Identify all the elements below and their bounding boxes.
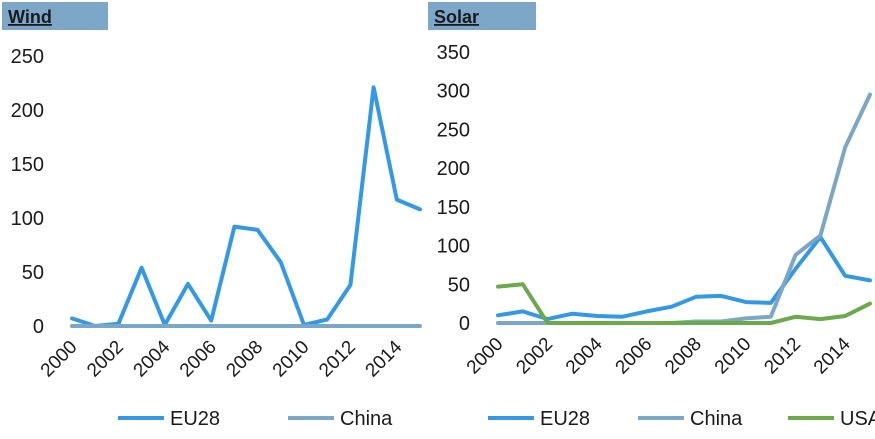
legend-label-usa: USA [840,408,875,430]
y-tick-label: 200 [11,100,44,122]
series-line-eu28 [70,85,422,328]
x-tick-label: 2004 [130,336,175,381]
y-tick-label: 100 [11,208,44,230]
series-line-usa [496,282,872,325]
y-tick-label: 150 [11,154,44,176]
x-tick-label: 2006 [612,334,657,379]
chart-title: Solar [434,7,479,27]
series-line-china [496,92,872,325]
x-tick-label: 2002 [512,334,557,379]
legend-label-china: China [690,408,743,430]
y-tick-label: 250 [11,46,44,68]
chart-title-box [428,2,536,30]
y-tick-label: 250 [437,119,470,141]
y-tick-label: 0 [33,316,44,338]
x-tick-label: 2012 [760,334,805,379]
x-tick-label: 2010 [711,334,756,379]
legend-label-eu28: EU28 [170,408,220,430]
x-tick-label: 2014 [810,333,855,378]
y-tick-label: 100 [437,236,470,258]
x-tick-label: 2006 [176,337,221,382]
y-tick-label: 150 [437,197,470,219]
x-tick-label: 2004 [562,333,607,378]
x-tick-label: 2002 [83,337,128,382]
y-tick-label: 50 [448,274,470,296]
x-tick-label: 2008 [661,334,706,379]
y-tick-label: 0 [459,313,470,335]
chart-title: Wind [8,7,52,27]
series-line-eu28 [496,235,872,322]
x-tick-label: 2010 [269,337,314,382]
x-tick-label: 2008 [222,337,267,382]
y-tick-label: 50 [22,262,44,284]
x-tick-label: 2000 [37,337,82,382]
legend-label-china: China [340,408,393,430]
legend-label-eu28: EU28 [540,408,590,430]
y-tick-label: 300 [437,81,470,103]
chart-title-box [2,2,108,30]
y-tick-label: 200 [437,158,470,180]
x-tick-label: 2014 [362,336,407,381]
y-tick-label: 350 [437,42,470,64]
x-tick-label: 2000 [463,334,508,379]
x-tick-label: 2012 [315,337,360,382]
